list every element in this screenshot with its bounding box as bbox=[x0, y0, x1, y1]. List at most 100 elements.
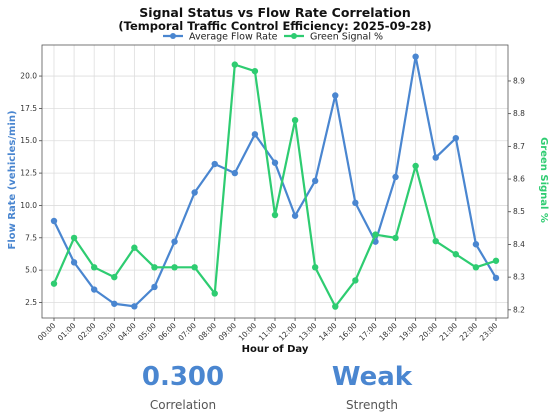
x-tick-label: 00:00 bbox=[36, 321, 58, 343]
strength-value: Weak bbox=[331, 362, 413, 392]
series-1-point bbox=[231, 61, 239, 68]
y-left-tick-label: 20.0 bbox=[20, 72, 37, 81]
series-1-point bbox=[372, 231, 379, 238]
strength-label: Strength bbox=[346, 398, 398, 412]
series-0-point bbox=[311, 177, 319, 185]
x-tick-label: 01:00 bbox=[56, 321, 78, 343]
series-1-point bbox=[251, 67, 259, 75]
x-tick-label: 05:00 bbox=[136, 321, 158, 343]
series-1-point bbox=[291, 116, 299, 124]
correlation-label: Correlation bbox=[149, 398, 217, 412]
series-1-point bbox=[432, 237, 439, 245]
series-1-point bbox=[392, 234, 399, 242]
series-1-point bbox=[111, 273, 118, 281]
x-tick-label: 08:00 bbox=[196, 321, 218, 343]
x-tick-label: 18:00 bbox=[377, 321, 399, 343]
legend-marker-0 bbox=[170, 33, 176, 39]
correlation-value: 0.300 bbox=[141, 362, 225, 392]
strength-stat: Weak Strength bbox=[292, 362, 452, 412]
series-0-point bbox=[191, 189, 198, 196]
series-1-point bbox=[472, 264, 480, 271]
y-right-tick-label: 8.3 bbox=[513, 273, 525, 282]
y-right-tick-label: 8.2 bbox=[513, 305, 525, 314]
y-right-tick-label: 8.4 bbox=[513, 240, 525, 249]
series-0-point bbox=[492, 274, 500, 282]
series-1-point bbox=[70, 234, 78, 242]
series-0-point bbox=[231, 169, 239, 177]
series-1-point bbox=[171, 264, 178, 271]
series-0-point bbox=[392, 173, 399, 181]
plot-frame bbox=[41, 44, 509, 319]
series-0-point bbox=[131, 303, 138, 310]
y-left-tick-label: 15.0 bbox=[20, 136, 37, 145]
x-tick-label: 23:00 bbox=[478, 321, 500, 343]
series-0-point bbox=[452, 134, 460, 142]
x-axis-label: Hour of Day bbox=[242, 344, 309, 355]
series-0-point bbox=[151, 283, 158, 291]
y-left-tick-label: 12.5 bbox=[20, 169, 37, 178]
x-tick-label: 20:00 bbox=[417, 321, 439, 343]
y-axis-left-label: Flow Rate (vehicles/min) bbox=[7, 110, 18, 249]
grid bbox=[42, 45, 508, 318]
series-1 bbox=[50, 61, 500, 310]
y-left-tick-label: 5.0 bbox=[25, 266, 37, 275]
series-0-point bbox=[211, 160, 218, 168]
x-tick-label: 21:00 bbox=[438, 321, 460, 343]
series-0-point bbox=[50, 217, 58, 225]
x-tick-label: 03:00 bbox=[96, 321, 118, 343]
x-tick-label: 22:00 bbox=[458, 321, 480, 343]
y-axis-right-label: Green Signal % bbox=[538, 137, 549, 223]
series-0-point bbox=[251, 131, 259, 138]
series-0-point bbox=[271, 159, 279, 166]
series-1-point bbox=[151, 264, 158, 271]
y-left-tick-label: 10.0 bbox=[20, 201, 37, 210]
y-right-tick-label: 8.9 bbox=[513, 76, 525, 85]
y-right-tick-label: 8.8 bbox=[513, 109, 525, 118]
y-right-tick-label: 8.7 bbox=[513, 142, 525, 151]
x-tick-label: 02:00 bbox=[76, 321, 98, 343]
chart-subtitle: (Temporal Traffic Control Efficiency: 20… bbox=[118, 19, 431, 33]
dual-axis-line-chart: Signal Status vs Flow Rate Correlation (… bbox=[7, 5, 549, 355]
y-right-tick-label: 8.6 bbox=[513, 175, 525, 184]
series-0-point bbox=[472, 241, 480, 248]
series-1-point bbox=[412, 162, 419, 170]
series-1-point bbox=[311, 264, 319, 271]
series-1-point bbox=[332, 303, 339, 310]
series-0 bbox=[50, 53, 500, 310]
series-0-point bbox=[111, 300, 118, 307]
series-0-point bbox=[412, 53, 419, 60]
legend: Average Flow Rate Green Signal % bbox=[163, 32, 383, 43]
y-left-tick-label: 17.5 bbox=[20, 104, 37, 113]
x-tick-label: 10:00 bbox=[237, 321, 259, 343]
x-tick-label: 16:00 bbox=[337, 321, 359, 343]
x-tick-label: 06:00 bbox=[156, 321, 178, 343]
x-tick-label: 17:00 bbox=[357, 321, 379, 343]
legend-label-1: Green Signal % bbox=[310, 32, 383, 43]
series-1-point bbox=[452, 251, 460, 258]
x-tick-label: 07:00 bbox=[176, 321, 198, 343]
series-1-point bbox=[191, 264, 198, 271]
x-tick-label: 12:00 bbox=[277, 321, 299, 343]
series-1-point bbox=[352, 277, 359, 284]
series-0-point bbox=[332, 92, 339, 99]
series-0-point bbox=[432, 154, 439, 161]
series-0-point bbox=[352, 199, 359, 207]
y-left-tick-label: 2.5 bbox=[25, 298, 37, 307]
series-1-point bbox=[492, 257, 500, 264]
x-tick-label: 04:00 bbox=[116, 321, 138, 343]
series-0-point bbox=[90, 286, 98, 293]
series-1-point bbox=[50, 280, 58, 287]
series-0-point bbox=[171, 238, 178, 245]
series-1-point bbox=[271, 211, 279, 219]
y-left-tick-label: 7.5 bbox=[25, 233, 37, 242]
x-tick-label: 11:00 bbox=[257, 321, 279, 343]
x-tick-label: 09:00 bbox=[217, 321, 239, 343]
x-tick-label: 14:00 bbox=[317, 321, 339, 343]
legend-label-0: Average Flow Rate bbox=[189, 32, 278, 43]
x-tick-label: 13:00 bbox=[297, 321, 319, 343]
x-tick-label: 19:00 bbox=[397, 321, 419, 343]
chart-title: Signal Status vs Flow Rate Correlation bbox=[139, 5, 410, 20]
correlation-stat: 0.300 Correlation bbox=[103, 362, 263, 412]
series-0-point bbox=[70, 259, 78, 266]
y-right-tick-label: 8.5 bbox=[513, 207, 525, 216]
